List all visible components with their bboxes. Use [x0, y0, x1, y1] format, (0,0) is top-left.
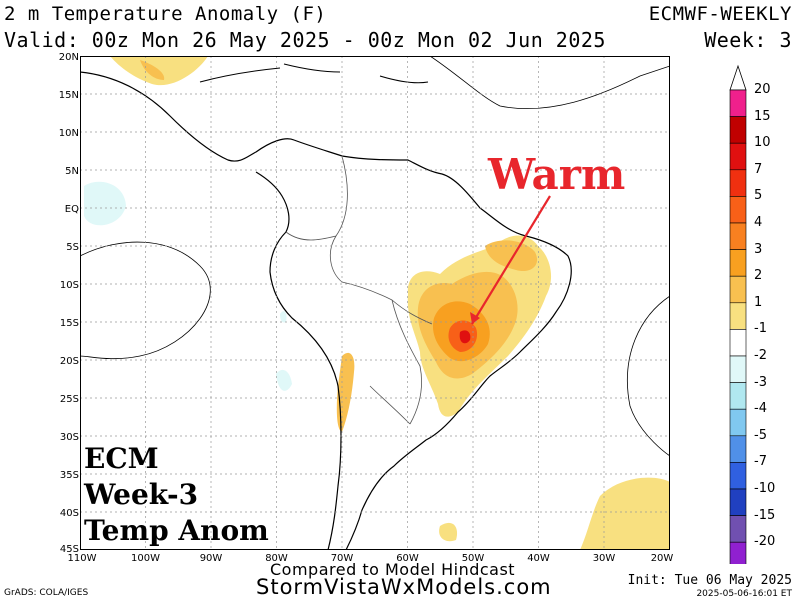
- lon-label: 80W: [265, 553, 288, 564]
- color-legend-label: 7: [754, 161, 763, 177]
- lon-label: 50W: [461, 553, 485, 564]
- generated-timestamp: 2025-05-06-16:01 ET: [696, 589, 792, 599]
- lat-label: 20S: [59, 356, 79, 367]
- color-legend-label: -7: [754, 454, 767, 470]
- color-legend-label: 1: [754, 294, 763, 310]
- color-legend: [729, 64, 747, 564]
- warm-annotation: Warm: [488, 150, 626, 199]
- cool-anomaly-andes: [276, 369, 292, 391]
- color-legend-label: 20: [754, 82, 771, 97]
- color-legend-label: -15: [754, 507, 776, 523]
- map-background: [80, 56, 670, 550]
- color-legend-cell: [729, 355, 747, 383]
- init-time: Init: Tue 06 May 2025: [627, 573, 792, 588]
- warm-anomaly-south-atlantic: [580, 477, 670, 550]
- lon-label: 100W: [131, 553, 160, 564]
- color-legend-label: 2: [754, 268, 763, 284]
- cool-anomaly-peru: [280, 311, 287, 323]
- warm-anomaly-mexico-core: [140, 60, 165, 80]
- valid-period: Valid: 00z Mon 26 May 2025 - 00z Mon 02 …: [4, 28, 606, 52]
- coastline: [80, 71, 572, 550]
- chart-title: 2 m Temperature Anomaly (F): [4, 3, 327, 25]
- warm-anomaly-patagonia: [439, 522, 458, 542]
- color-legend-label: 4: [754, 215, 763, 230]
- lat-label: EQ: [64, 204, 79, 215]
- lat-label: 35S: [59, 470, 79, 481]
- color-legend-cell: [729, 408, 747, 437]
- color-legend-arrow-top: [729, 64, 747, 91]
- warm-anomaly-brazil-peak: [459, 330, 471, 344]
- color-legend-cell: [729, 275, 747, 304]
- color-legend-cell: [729, 116, 747, 144]
- lon-label: 20W: [650, 553, 674, 564]
- color-legend-cell: [729, 382, 747, 410]
- color-legend-cells: [729, 64, 747, 564]
- lat-label: 10S: [59, 280, 79, 291]
- color-legend-cell: [729, 249, 747, 277]
- graticule: [80, 56, 670, 550]
- lon-label: 110W: [67, 553, 97, 564]
- hindcast-note: Compared to Model Hindcast: [270, 560, 516, 579]
- warm-anomaly-northeast-brazil: [485, 240, 538, 272]
- lat-label: 30S: [59, 432, 79, 443]
- color-legend-cell: [729, 89, 747, 117]
- lat-label: 15S: [59, 318, 79, 329]
- lat-label: 10N: [58, 128, 79, 139]
- color-legend-label: -3: [754, 374, 767, 390]
- color-legend-cell: [729, 488, 747, 516]
- color-legend-cell: [729, 435, 747, 463]
- lat-label: 5N: [65, 166, 79, 177]
- grads-credit: GrADS: COLA/IGES: [4, 588, 89, 598]
- color-legend-label: 10: [754, 135, 771, 151]
- color-legend-cell: [729, 142, 747, 171]
- color-legend-label: 3: [754, 241, 763, 257]
- color-legend-label: 15: [754, 108, 771, 124]
- lat-label: 15N: [58, 90, 79, 101]
- lon-label: 30W: [592, 553, 616, 564]
- site-watermark: StormVistaWxModels.com: [256, 575, 552, 599]
- lat-label: 40S: [59, 508, 79, 519]
- anomaly-contour-caribbean: [429, 56, 670, 109]
- color-legend-label: -2: [754, 348, 767, 363]
- warm-arrowhead: [470, 312, 480, 324]
- lat-label: 45S: [59, 544, 79, 555]
- annotation-variable: Temp Anom: [84, 514, 269, 547]
- week-label: Week: 3: [704, 28, 792, 52]
- color-legend-label: 5: [754, 188, 763, 204]
- color-legend-label: -10: [754, 481, 776, 496]
- color-legend-cell: [729, 541, 747, 564]
- lat-label: 5S: [66, 242, 79, 253]
- lat-label: 20N: [58, 52, 79, 63]
- warm-arrow: [471, 195, 551, 325]
- color-legend-label: -5: [754, 427, 767, 443]
- lon-label: 70W: [330, 553, 354, 564]
- color-legend-cell: [729, 329, 747, 357]
- warm-anomaly-andes: [336, 352, 355, 432]
- color-legend-label: -4: [754, 401, 767, 417]
- anomaly-contour-pacific: [80, 241, 211, 360]
- lat-label: 25S: [59, 394, 79, 405]
- color-legend-cell: [729, 169, 747, 197]
- color-legend-cell: [729, 196, 747, 224]
- map-frame: [80, 56, 670, 550]
- color-legend-label: -1: [754, 321, 767, 337]
- anomaly-map: [80, 56, 670, 550]
- color-legend-cell: [729, 462, 747, 490]
- lon-label: 40W: [527, 553, 550, 564]
- annotation-model: ECM: [84, 442, 159, 475]
- cool-anomaly-pacific: [84, 181, 126, 226]
- color-legend-cell: [729, 222, 747, 250]
- color-legend-cell: [729, 302, 747, 330]
- caribbean-islands: [199, 63, 429, 84]
- lon-label: 90W: [199, 553, 223, 564]
- color-legend-cell: [729, 515, 747, 543]
- annotation-week: Week-3: [84, 478, 199, 511]
- anomaly-contour-atlantic: [627, 295, 670, 457]
- color-legend-label: -20: [754, 534, 776, 550]
- model-name: ECMWF-WEEKLY: [648, 3, 792, 25]
- lon-label: 60W: [396, 553, 419, 564]
